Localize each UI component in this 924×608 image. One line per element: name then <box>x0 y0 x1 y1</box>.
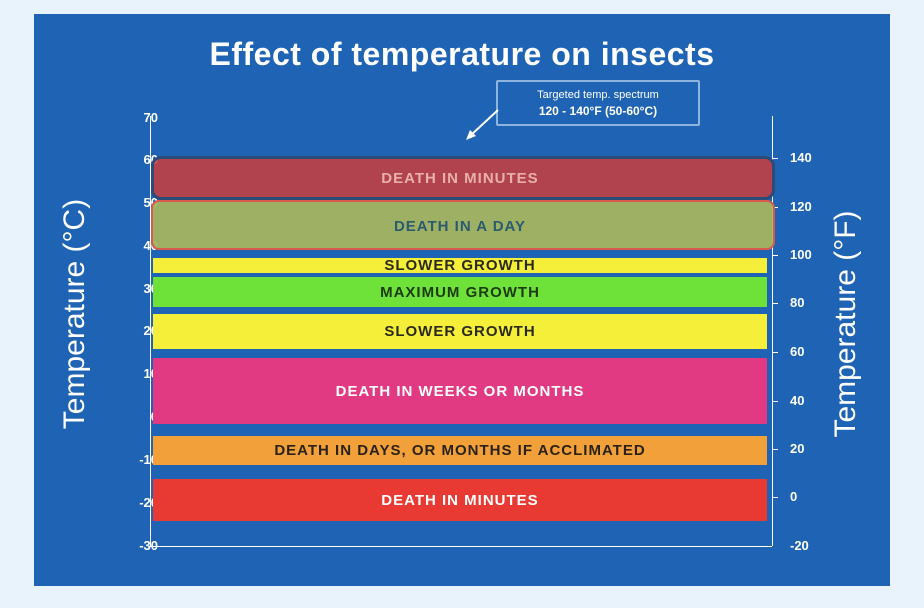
fahrenheit-tickmark <box>772 303 778 304</box>
fahrenheit-tick: 20 <box>790 441 805 456</box>
fahrenheit-tickmark <box>772 449 778 450</box>
celsius-axis-label: Temperature (°C) <box>58 198 91 430</box>
target-zone-highlight <box>151 156 775 200</box>
band-label: DEATH IN DAYS, OR MONTHS IF ACCLIMATED <box>274 442 646 459</box>
band-death-in-minutes-cold: DEATH IN MINUTES <box>153 479 767 521</box>
baseline-axis-line <box>150 546 772 547</box>
band-death-in-minutes-hot: DEATH IN MINUTES <box>153 158 767 198</box>
celsius-tick: 20 <box>143 323 158 338</box>
band-label: SLOWER GROWTH <box>384 257 536 274</box>
fahrenheit-tick: 0 <box>790 489 798 504</box>
band-slower-growth-upper: SLOWER GROWTH <box>153 257 767 274</box>
target-zone-lower-highlight <box>151 200 775 250</box>
band-label: DEATH IN WEEKS OR MONTHS <box>335 382 585 400</box>
slide-panel: Effect of temperature on insects Tempera… <box>34 14 890 586</box>
celsius-tick: -10 <box>139 452 158 467</box>
callout-line-2: 120 - 140°F (50-60°C) <box>538 104 658 118</box>
fahrenheit-tickmark <box>772 158 778 159</box>
band-label: DEATH IN MINUTES <box>381 169 539 187</box>
fahrenheit-axis-line <box>772 116 773 546</box>
band-death-in-weeks-or-months: DEATH IN WEEKS OR MONTHS <box>153 358 767 424</box>
celsius-tick: 10 <box>143 366 158 381</box>
band-label: DEATH IN A DAY <box>393 217 527 235</box>
fahrenheit-tick: 40 <box>790 393 805 408</box>
slide-title: Effect of temperature on insects <box>209 36 715 72</box>
band-label: SLOWER GROWTH <box>384 323 536 340</box>
callout-arrow-icon <box>466 109 499 140</box>
band-label: MAXIMUM GROWTH <box>380 283 540 301</box>
fahrenheit-tickmark <box>772 497 778 498</box>
celsius-tick: -20 <box>139 495 158 510</box>
celsius-tick: 30 <box>143 281 158 296</box>
celsius-axis-line <box>150 116 151 546</box>
target-temp-callout: Targeted temp. spectrum 120 - 140°F (50-… <box>496 80 700 126</box>
fahrenheit-tick: 140 <box>790 150 812 165</box>
fahrenheit-tick: 100 <box>790 247 812 262</box>
band-label: DEATH IN MINUTES <box>381 491 539 509</box>
fahrenheit-tickmark <box>772 352 778 353</box>
fahrenheit-tick: -20 <box>790 538 809 553</box>
fahrenheit-tickmark <box>772 255 778 256</box>
callout-line-1: Targeted temp. spectrum <box>537 89 659 101</box>
fahrenheit-tickmark <box>772 207 778 208</box>
band-death-in-days-or-months: DEATH IN DAYS, OR MONTHS IF ACCLIMATED <box>153 436 767 465</box>
fahrenheit-tick: 60 <box>790 344 805 359</box>
band-death-in-a-day: DEATH IN A DAY <box>153 206 767 246</box>
celsius-tick: -30 <box>139 538 158 553</box>
celsius-tick: 0 <box>118 410 158 424</box>
fahrenheit-tickmark <box>772 401 778 402</box>
fahrenheit-tick: 80 <box>790 295 805 310</box>
band-maximum-growth: MAXIMUM GROWTH <box>153 277 767 307</box>
band-slower-growth-lower: SLOWER GROWTH <box>153 314 767 349</box>
celsius-tick: 70 <box>143 110 158 125</box>
fahrenheit-tick: 120 <box>790 199 812 214</box>
fahrenheit-axis-label: Temperature (°F) <box>829 210 862 438</box>
